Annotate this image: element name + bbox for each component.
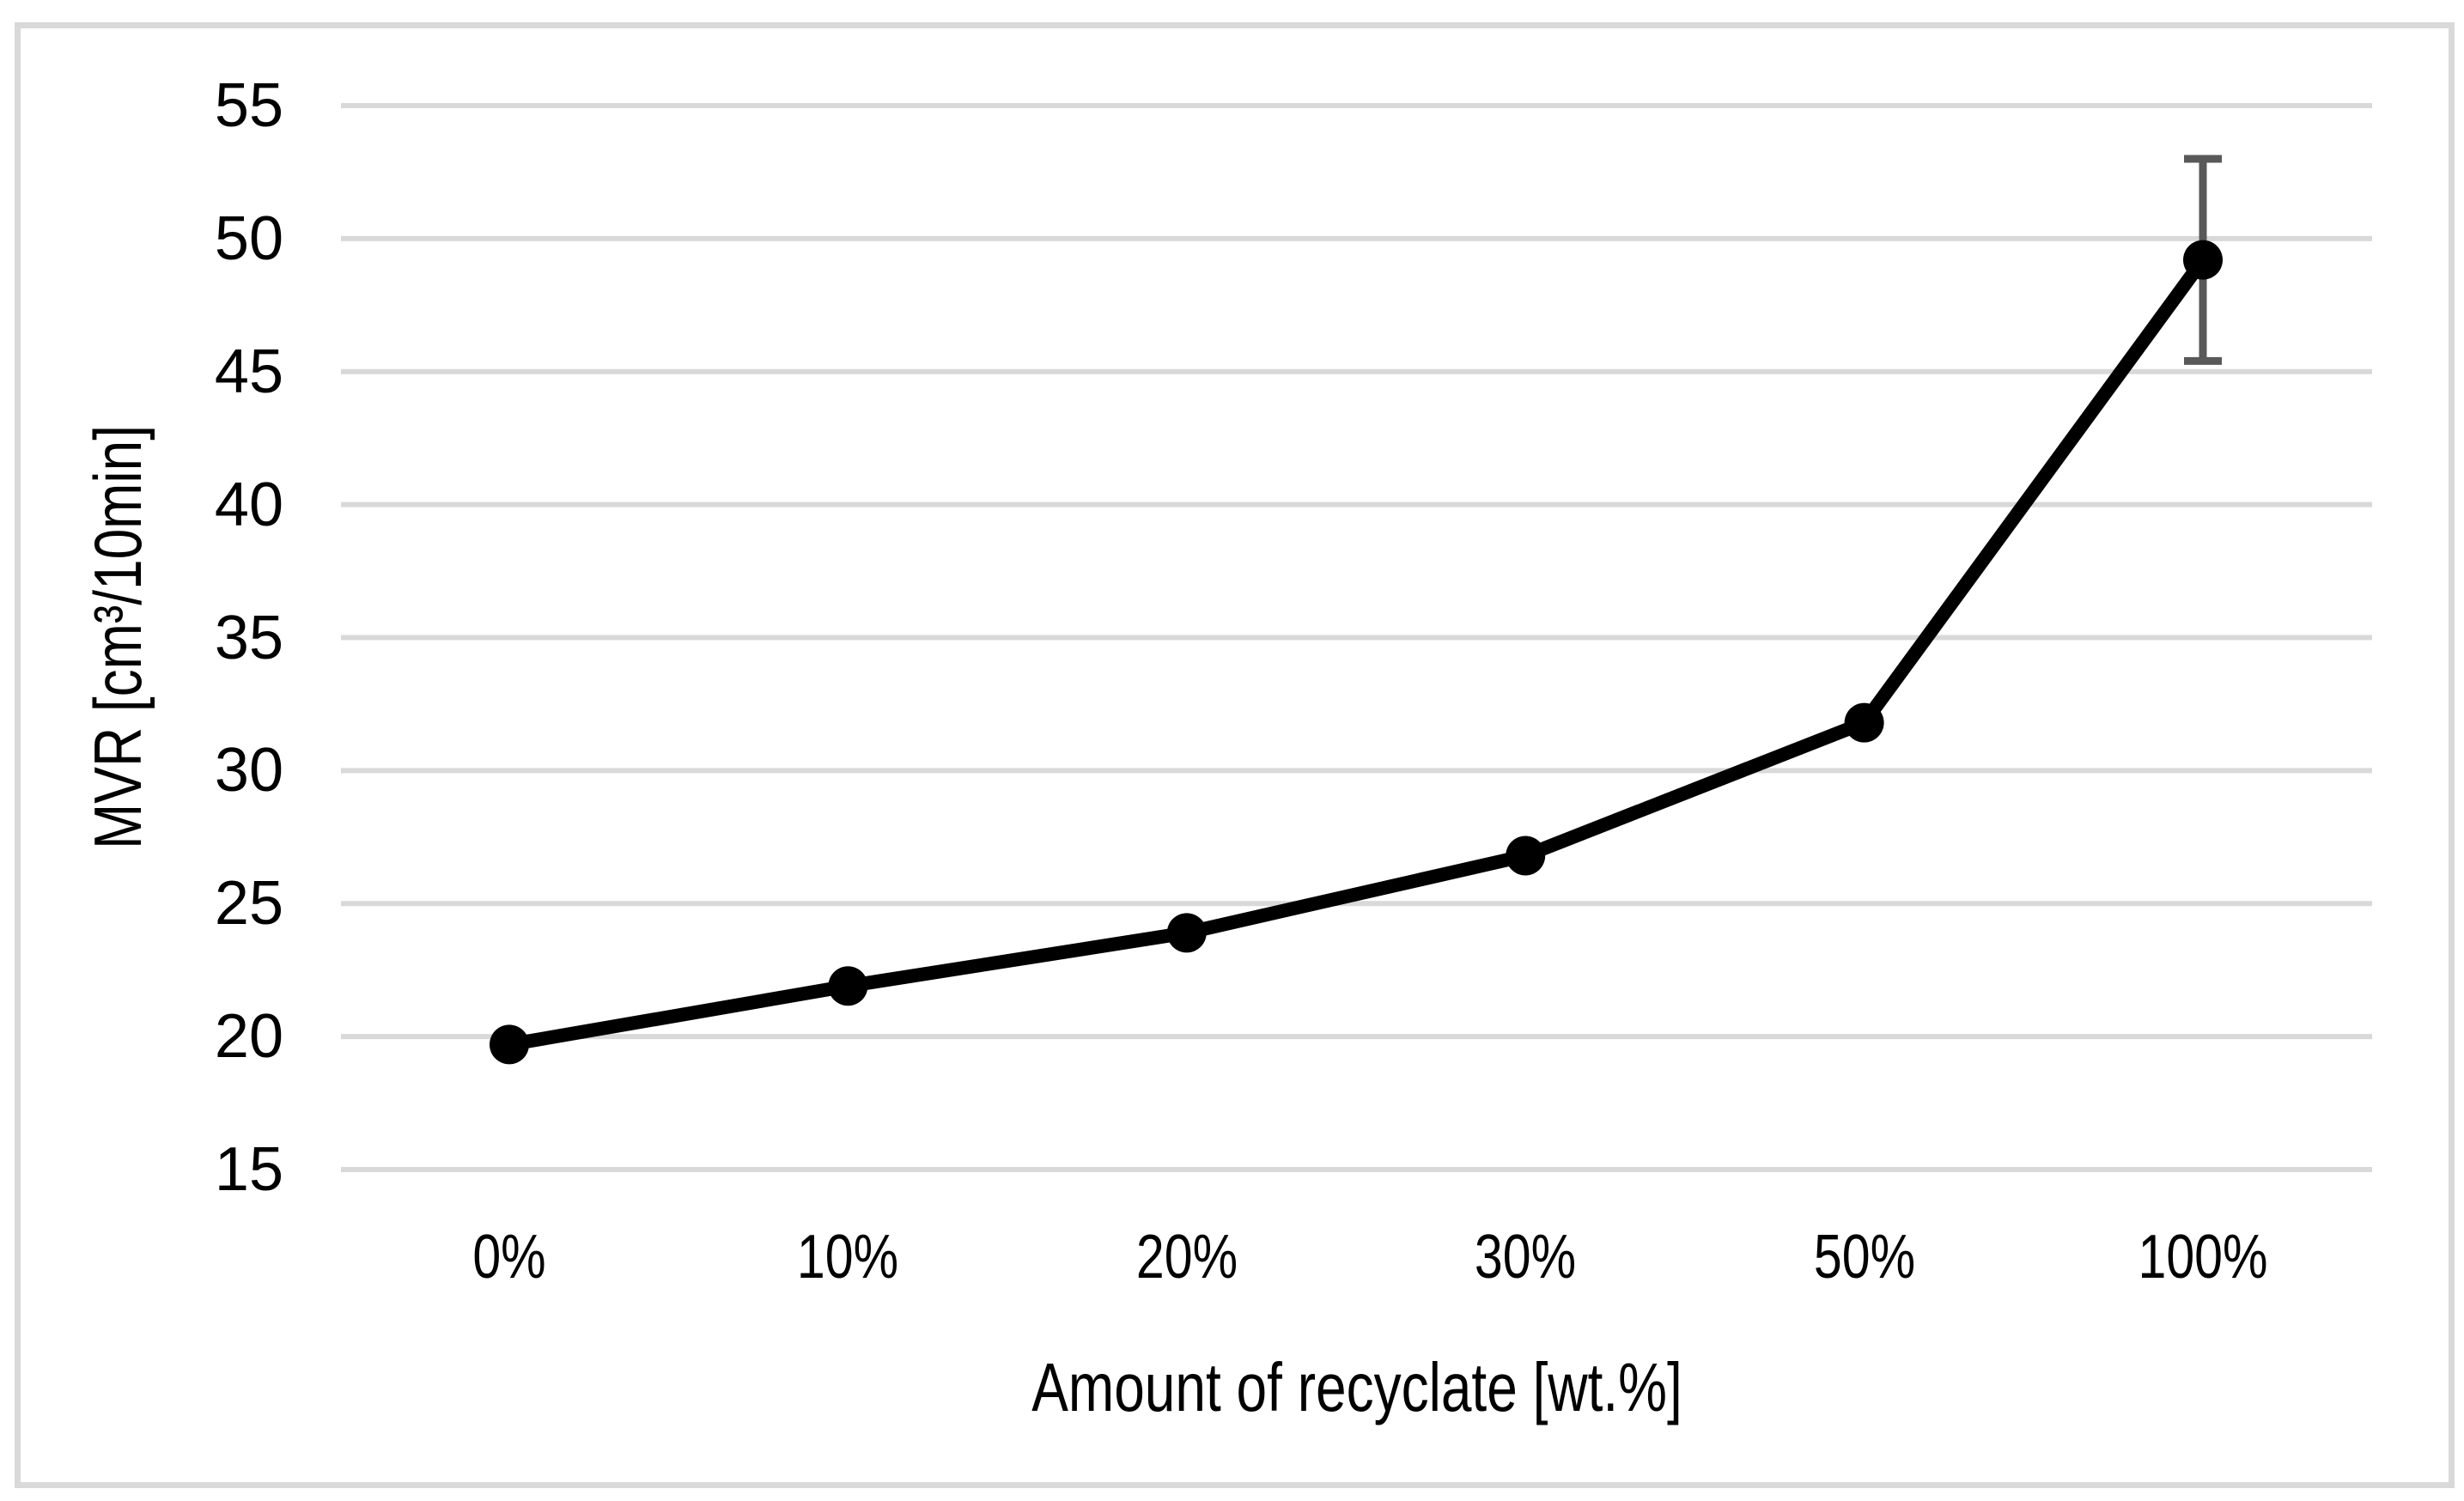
data-point-marker-0%: [490, 1024, 529, 1065]
data-point-marker-30%: [1506, 836, 1546, 876]
y-tick-label-35: 35: [214, 603, 283, 672]
y-tick-label-20: 20: [214, 1002, 283, 1072]
x-axis-title: Amount of recyclate [wt.%]: [1031, 1349, 1682, 1425]
x-tick-label-10%: 10%: [797, 1223, 899, 1291]
x-tick-label-0%: 0%: [472, 1223, 546, 1291]
y-tick-label-55: 55: [214, 71, 283, 140]
y-tick-label-40: 40: [214, 470, 283, 539]
y-tick-label-25: 25: [214, 869, 283, 939]
x-tick-label-100%: 100%: [2138, 1223, 2268, 1291]
series-line: [502, 252, 2210, 1052]
y-tick-label-45: 45: [214, 337, 283, 406]
y-tick-label-15: 15: [214, 1135, 283, 1204]
x-tick-label-30%: 30%: [1475, 1223, 1577, 1291]
data-point-marker-100%: [2183, 240, 2223, 280]
y-axis-title: MVR [cm³/10min]: [80, 425, 155, 849]
y-tick-label-50: 50: [214, 204, 283, 273]
data-point-marker-50%: [1844, 702, 1884, 743]
data-point-marker-20%: [1166, 913, 1207, 953]
y-tick-label-30: 30: [214, 736, 283, 805]
x-tick-label-20%: 20%: [1135, 1223, 1238, 1291]
x-tick-label-50%: 50%: [1813, 1223, 1915, 1291]
chart-border-frame: [15, 22, 2455, 1488]
data-point-marker-10%: [828, 966, 868, 1006]
